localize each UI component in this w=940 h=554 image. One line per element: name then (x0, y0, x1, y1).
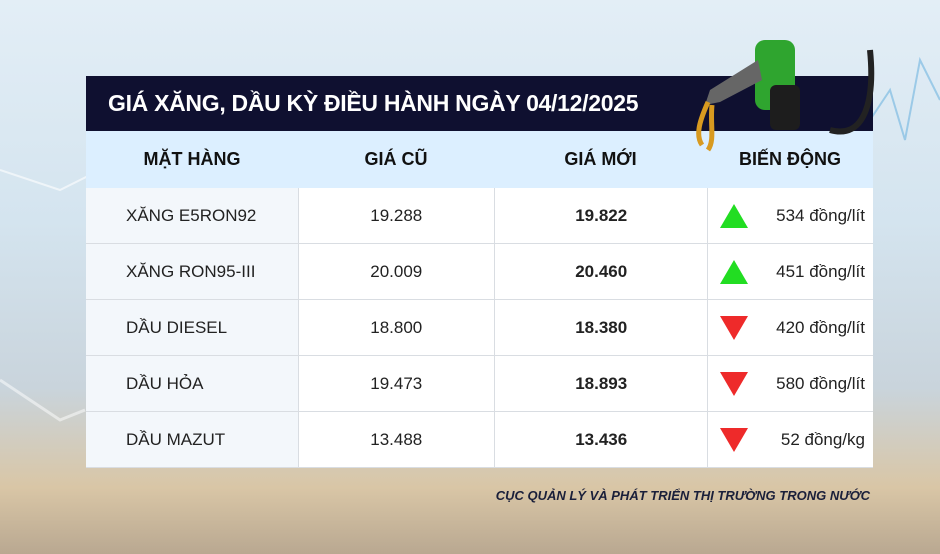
table-header: MẶT HÀNG GIÁ CŨ GIÁ MỚI BIẾN ĐỘNG (86, 131, 873, 188)
item-name: XĂNG E5RON92 (86, 188, 298, 243)
old-price: 18.800 (297, 300, 494, 355)
fuel-nozzle-icon (696, 40, 875, 152)
header-old-price: GIÁ CŨ (364, 149, 428, 169)
new-price: 13.436 (494, 412, 707, 467)
old-price: 19.473 (297, 356, 494, 411)
table-row: XĂNG RON95-III 20.009 20.460 451 đồng/lí… (86, 244, 873, 300)
triangle-down-icon (720, 371, 749, 396)
price-change: 534 đồng/lít (707, 188, 873, 243)
triangle-up-icon (720, 259, 749, 284)
table-row: XĂNG E5RON92 19.288 19.822 534 đồng/lít (86, 188, 873, 244)
item-name: DẦU DIESEL (86, 300, 298, 355)
header-new-price: GIÁ MỚI (564, 149, 637, 169)
change-value: 451 đồng/lít (776, 261, 865, 281)
source-credit: CỤC QUẢN LÝ VÀ PHÁT TRIỂN THỊ TRƯỜNG TRO… (495, 488, 870, 503)
new-price: 20.460 (494, 244, 707, 299)
change-value: 420 đồng/lít (776, 317, 865, 337)
triangle-down-icon (720, 315, 749, 340)
new-price: 19.822 (494, 188, 707, 243)
change-value: 52 đồng/kg (780, 429, 865, 449)
new-price: 18.893 (494, 356, 707, 411)
table-row: DẦU DIESEL 18.800 18.380 420 đồng/lít (86, 300, 873, 356)
table-row: DẦU MAZUT 13.488 13.436 52 đồng/kg (86, 412, 873, 468)
price-change: 451 đồng/lít (707, 244, 873, 299)
triangle-down-icon (720, 427, 749, 452)
new-price: 18.380 (494, 300, 707, 355)
old-price: 13.488 (297, 412, 494, 467)
item-name: DẦU MAZUT (86, 412, 298, 467)
price-change: 52 đồng/kg (707, 412, 873, 467)
item-name: XĂNG RON95-III (86, 244, 298, 299)
old-price: 20.009 (297, 244, 494, 299)
item-name: DẦU HỎA (86, 356, 298, 411)
price-change: 580 đồng/lít (707, 356, 873, 411)
change-value: 580 đồng/lít (776, 373, 865, 393)
old-price: 19.288 (297, 188, 494, 243)
change-value: 534 đồng/lít (776, 205, 865, 225)
triangle-up-icon (720, 203, 749, 228)
header-change: BIẾN ĐỘNG (738, 149, 841, 169)
header-item: MẶT HÀNG (143, 149, 241, 169)
price-change: 420 đồng/lít (707, 300, 873, 355)
table-row: DẦU HỎA 19.473 18.893 580 đồng/lít (86, 356, 873, 412)
